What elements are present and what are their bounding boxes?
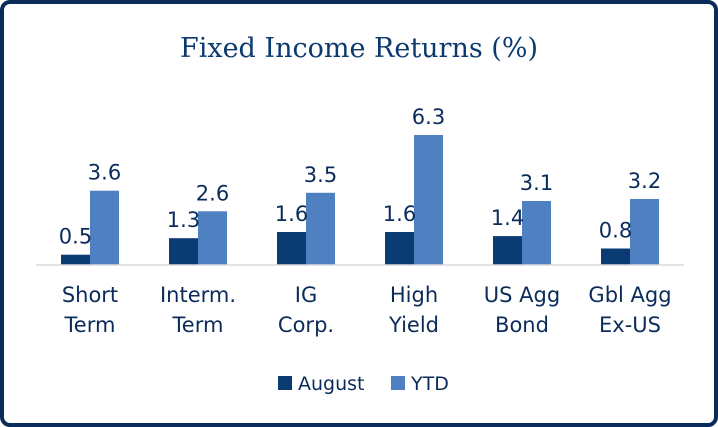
category-label-4-line-1: Bond: [495, 313, 549, 337]
data-label-august-2: 1.6: [275, 202, 308, 226]
legend-label-august: August: [298, 373, 365, 395]
category-label-1-line-0: Interm.: [160, 283, 236, 307]
legend: August YTD: [278, 373, 449, 395]
category-label-5-line-0: Gbl Agg: [588, 283, 671, 307]
category-label-4-line-0: US Agg: [484, 283, 560, 307]
bar-ytd-2: [306, 192, 335, 265]
category-label-5-line-1: Ex-US: [599, 313, 661, 337]
data-label-ytd-1: 2.6: [196, 181, 229, 205]
legend-label-ytd: YTD: [410, 373, 449, 395]
chart-title: Fixed Income Returns (%): [180, 33, 538, 64]
bar-ytd-0: [90, 190, 119, 265]
bar-ytd-5: [630, 199, 659, 265]
data-label-ytd-4: 3.1: [520, 171, 553, 195]
category-label-3-line-1: Yield: [388, 313, 439, 337]
legend-swatch-august: [278, 376, 292, 390]
bar-ytd-4: [522, 201, 551, 265]
bar-ytd-3: [414, 135, 443, 265]
bar-august-0: [61, 254, 90, 265]
bar-august-4: [493, 236, 522, 265]
data-label-august-4: 1.4: [491, 206, 524, 230]
legend-swatch-ytd: [391, 376, 405, 390]
data-label-ytd-3: 6.3: [412, 105, 445, 129]
data-label-august-5: 0.8: [599, 219, 632, 243]
data-label-august-3: 1.6: [383, 202, 416, 226]
data-label-ytd-5: 3.2: [628, 169, 661, 193]
data-label-ytd-0: 3.6: [88, 161, 121, 185]
category-label-2-line-1: Corp.: [278, 313, 334, 337]
bar-august-1: [169, 238, 198, 265]
bars-layer: [61, 135, 659, 265]
category-label-1-line-1: Term: [172, 313, 224, 337]
bar-august-3: [385, 232, 414, 265]
bar-ytd-1: [198, 211, 227, 265]
labels-layer: 0.5 3.6 Short Term 1.3 2.6 Interm. Term 1.6 3.5 IG…: [59, 105, 672, 337]
category-label-2-line-0: IG: [295, 283, 317, 307]
data-label-ytd-2: 3.5: [304, 163, 337, 187]
data-label-august-0: 0.5: [59, 225, 92, 249]
category-label-0-line-0: Short: [62, 283, 118, 307]
bar-august-2: [277, 232, 306, 265]
category-label-3-line-0: High: [390, 283, 438, 307]
data-label-august-1: 1.3: [167, 208, 200, 232]
category-label-0-line-1: Term: [64, 313, 116, 337]
bar-august-5: [601, 248, 630, 265]
